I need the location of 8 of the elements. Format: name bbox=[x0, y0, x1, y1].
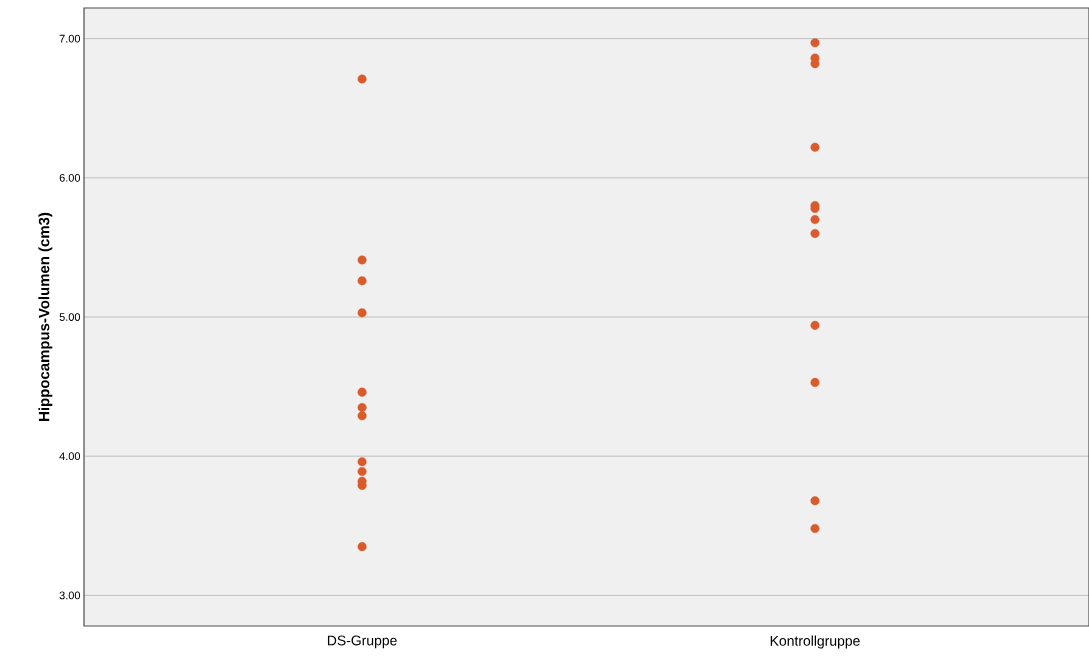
y-axis-title: Hippocampus-Volumen (cm3) bbox=[38, 212, 53, 421]
x-tick-label: Kontrollgruppe bbox=[770, 635, 860, 649]
y-tick-label: 7.00 bbox=[59, 34, 81, 43]
x-tick-label: DS-Gruppe bbox=[327, 635, 397, 649]
y-tick-label: 6.00 bbox=[59, 173, 81, 182]
y-tick-label: 5.00 bbox=[59, 313, 81, 321]
y-tick-label: 4.00 bbox=[59, 452, 81, 461]
y-tick-label: 3.00 bbox=[59, 591, 81, 600]
